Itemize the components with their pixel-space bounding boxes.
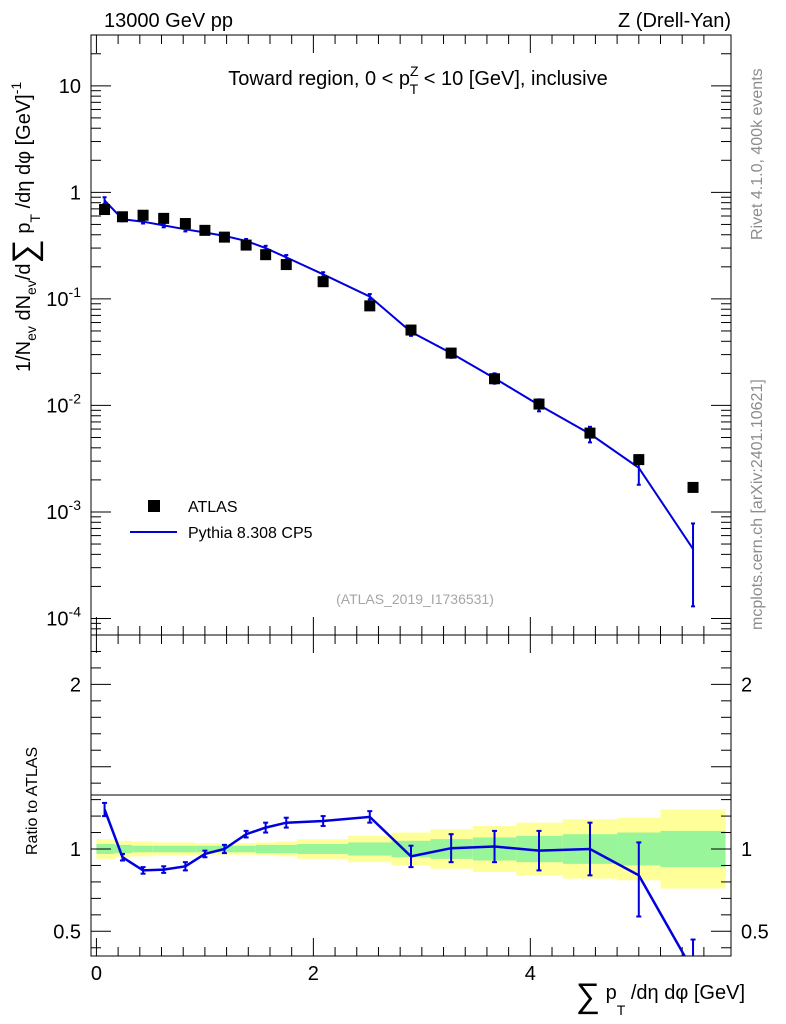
pythia-curve: [103, 199, 694, 550]
ratio-plot-frame: [90, 634, 732, 957]
ratio-errorbars: [102, 801, 696, 956]
ratio-ytick-label-right: 0.5: [741, 921, 769, 943]
ratio-stat-band: [174, 845, 196, 853]
main-ytick-base: 10: [46, 395, 68, 417]
atlas-point: [158, 212, 170, 224]
atlas-point: [405, 324, 417, 336]
atlas-point: [489, 373, 501, 385]
ylabel-sub-t: T: [27, 214, 43, 223]
ylabel-sup: -1: [8, 82, 24, 95]
main-ytick-label: 10-4: [46, 603, 81, 630]
atlas-point: [179, 218, 191, 230]
atlas-point: [687, 481, 699, 493]
atlas-point: [280, 259, 292, 271]
ratio-ytick-label-left: 0.5: [53, 921, 81, 943]
ylabel-part-b: dN: [13, 295, 35, 326]
main-ytick-label: 10-3: [46, 497, 81, 524]
legend-pythia-label: Pythia 8.308 CP5: [188, 525, 313, 542]
ratio-ytick-label-right: 2: [741, 674, 752, 696]
xlabel: ∑ pT /dη dφ [GeV]: [576, 977, 745, 1018]
legend-atlas-marker: [148, 500, 160, 512]
title-sub: T: [410, 81, 419, 97]
ratio-stat-band: [195, 845, 215, 853]
atlas-point: [584, 427, 596, 439]
main-ytick-base: 10: [46, 502, 68, 524]
main-axis-ticks: [91, 34, 731, 636]
atlas-points: [99, 204, 699, 493]
atlas-point: [137, 209, 149, 221]
pythia-line: [103, 199, 694, 550]
main-ytick-exp: -3: [69, 497, 82, 513]
ratio-ytick-label-right: 1: [741, 839, 752, 861]
ratio-ytick-labels: 2 2 1 1 0.5 0.5: [53, 674, 769, 943]
atlas-point: [317, 276, 329, 288]
ratio-ytick-label-left: 1: [70, 839, 81, 861]
main-ytick-exp: -2: [69, 390, 82, 406]
xlabel-part-a: p: [600, 982, 617, 1004]
xlabel-sub-t: T: [617, 1002, 626, 1018]
ratio-stat-band: [297, 844, 349, 854]
ratio-stat-band: [348, 842, 392, 856]
xtick-label: 2: [308, 963, 319, 985]
pythia-errorbars: [102, 196, 696, 608]
title-rest: < 10 [GeV], inclusive: [418, 68, 608, 90]
xtick-labels: 0 2 4: [91, 963, 536, 985]
main-ytick-label: 10-2: [46, 390, 81, 417]
chart-title: Toward region, 0 < pZ T < 10 [GeV], inclu…: [228, 63, 607, 97]
ratio-axis-ticks: [91, 634, 731, 956]
xtick-label: 4: [525, 963, 536, 985]
ratio-stat-band: [114, 844, 133, 854]
ylabel-sub-ev1: ev: [23, 326, 39, 341]
header-left: 13000 GeV pp: [104, 10, 233, 32]
ratio-stat-band: [152, 845, 175, 853]
atlas-point: [240, 239, 252, 251]
ratio-stat-band: [132, 845, 153, 853]
title-base: Toward region, 0 < p: [228, 68, 410, 90]
atlas-point: [445, 347, 457, 359]
main-ytick-label: 1: [70, 182, 81, 204]
atlas-point: [218, 231, 230, 243]
ratio-panel: 2 2 1 1 0.5 0.5 0 2 4 Ratio to ATLAS ∑ pT /dη d…: [24, 634, 769, 1018]
atlas-point: [199, 224, 211, 236]
atlas-point: [116, 211, 128, 223]
ratio-stat-band: [234, 845, 256, 853]
main-ytick-base: 10: [46, 289, 68, 311]
xtick-label: 0: [91, 963, 102, 985]
ylabel-sub-ev2: ev: [23, 280, 39, 295]
ylabel-sigma: ∑: [6, 239, 44, 263]
title-sup: Z: [410, 63, 419, 79]
ratio-ylabel: Ratio to ATLAS: [24, 747, 41, 855]
mcplots-label: mcplots.cern.ch [arXiv:2401.10621]: [749, 379, 766, 630]
ylabel-part-c: /d: [13, 263, 35, 280]
atlas-point: [633, 454, 645, 466]
ylabel-part-d: p: [13, 223, 35, 240]
analysis-watermark: (ATLAS_2019_I1736531): [336, 591, 494, 607]
xlabel-sigma: ∑: [576, 977, 600, 1015]
main-ytick-exp: -1: [69, 284, 82, 300]
atlas-point: [99, 204, 111, 216]
xlabel-part-b: /dη dφ [GeV]: [625, 982, 745, 1004]
main-ytick-label: 10: [59, 76, 81, 98]
main-ytick-base: 10: [46, 608, 68, 630]
ratio-stat-band: [276, 844, 298, 854]
ylabel-part-e: /dη dφ [GeV]: [13, 94, 35, 214]
main-ytick-label: 10-1: [46, 284, 81, 311]
atlas-point: [533, 398, 545, 410]
main-ylabel: 1/Nev dNev/d∑ pT /dη dφ [GeV]-1: [6, 82, 44, 372]
ratio-ytick-label-left: 2: [70, 674, 81, 696]
ylabel-part-a: 1/N: [13, 341, 35, 372]
legend: ATLAS Pythia 8.308 CP5: [130, 499, 313, 542]
atlas-point: [260, 249, 272, 261]
atlas-point: [364, 300, 376, 312]
main-ytick-exp: -4: [69, 603, 82, 619]
header-right: Z (Drell-Yan): [618, 10, 731, 32]
rivet-version-label: Rivet 4.1.0, 400k events: [749, 68, 766, 240]
ratio-stat-band: [255, 844, 277, 854]
legend-atlas-label: ATLAS: [188, 499, 238, 516]
